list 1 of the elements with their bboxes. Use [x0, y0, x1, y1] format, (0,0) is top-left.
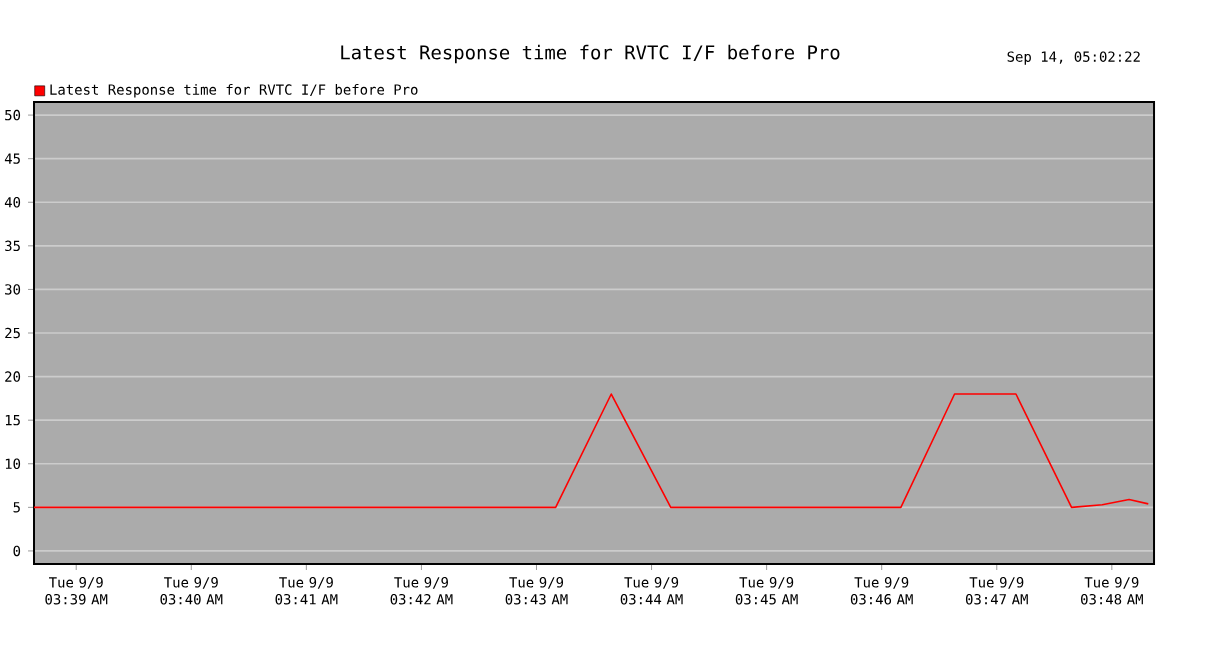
chart-title: Latest Response time for RVTC I/F before Pro	[341, 44, 840, 64]
